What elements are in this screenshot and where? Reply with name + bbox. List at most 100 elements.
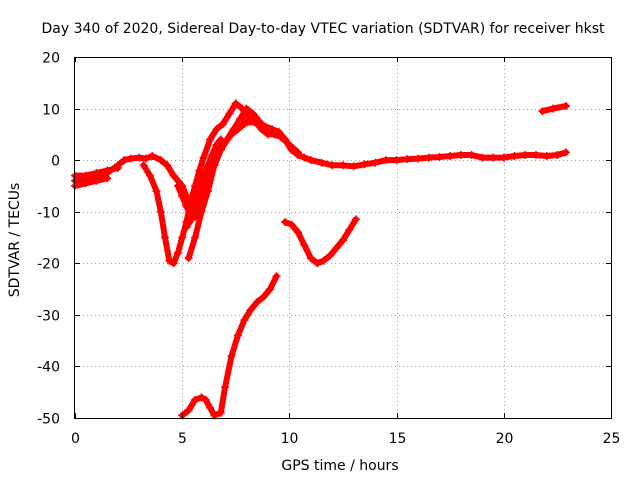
data-point [351, 215, 360, 224]
data-point [553, 151, 562, 159]
data-point [216, 408, 225, 417]
data-point [306, 156, 315, 165]
data-point [549, 104, 558, 113]
data-point [424, 153, 433, 162]
data-point [184, 254, 193, 263]
data-point [414, 154, 422, 163]
data-point [221, 138, 230, 147]
data-point [456, 151, 465, 159]
data-point [195, 197, 204, 206]
data-point [294, 148, 302, 157]
x-tick-label: 20 [496, 431, 514, 447]
data-point [201, 176, 210, 185]
data-point [195, 166, 204, 175]
data-point [274, 127, 283, 136]
series-layer [71, 99, 570, 420]
y-tick-label: -40 [37, 360, 60, 376]
data-point [92, 176, 101, 185]
data-point [403, 155, 412, 164]
data-point [266, 125, 275, 134]
data-point [197, 207, 206, 216]
data-point [435, 153, 444, 161]
data-point [169, 171, 178, 180]
data-point [317, 158, 326, 167]
data-point [240, 316, 249, 324]
data-point [141, 154, 150, 163]
series-arc-4 [139, 99, 302, 268]
data-point [532, 151, 540, 159]
data-point [214, 145, 223, 154]
data-point [360, 160, 369, 169]
data-point [182, 202, 191, 211]
data-point [184, 406, 193, 415]
y-tick-label: -30 [37, 309, 60, 325]
data-point [294, 228, 302, 237]
data-point [238, 104, 247, 113]
data-point [178, 192, 187, 201]
data-point [165, 256, 174, 265]
data-point [199, 153, 208, 162]
data-point [300, 153, 309, 162]
data-point [173, 181, 182, 190]
grid [75, 57, 611, 418]
data-point [287, 220, 296, 229]
data-point [156, 207, 165, 216]
data-point [135, 153, 144, 162]
data-point [182, 223, 191, 232]
data-point [221, 383, 230, 392]
data-point [246, 305, 255, 314]
data-point [328, 161, 337, 170]
chart-title: Day 340 of 2020, Sidereal Day-to-day VTE… [42, 21, 605, 37]
data-point [126, 154, 135, 163]
data-point [206, 135, 215, 144]
data-point [319, 256, 328, 265]
data-point [562, 102, 570, 110]
data-point [281, 218, 290, 226]
data-point [489, 153, 498, 162]
series-line [282, 216, 359, 267]
data-point [259, 292, 268, 301]
data-point [212, 125, 221, 134]
data-point [161, 233, 169, 242]
data-point [499, 153, 508, 162]
data-point [206, 403, 215, 412]
y-tick-label: -50 [37, 412, 60, 428]
data-point [148, 152, 157, 160]
data-point [240, 120, 249, 128]
series-arc-2 [71, 163, 122, 180]
data-point [392, 156, 401, 165]
data-point [339, 236, 347, 245]
data-point [201, 395, 210, 404]
data-point [191, 395, 200, 404]
data-point [542, 152, 551, 160]
data-point [349, 162, 358, 171]
data-point [120, 156, 129, 165]
y-tick-label: -10 [37, 206, 60, 222]
y-tick-label: 10 [42, 103, 60, 119]
series-arc-3 [71, 174, 112, 190]
plot-frame [74, 57, 612, 419]
y-tick-label: 0 [51, 154, 60, 170]
data-point [306, 254, 315, 263]
data-point [266, 285, 275, 294]
data-point [538, 107, 547, 116]
data-point [478, 153, 487, 162]
tick-layer: 0 5 10 15 20 25 20 10 0 -10 -20 -30 -40 -50 [37, 51, 620, 448]
y-tick-label: 20 [42, 51, 60, 67]
data-point [381, 156, 390, 165]
data-point [300, 241, 309, 250]
data-point [339, 161, 347, 170]
data-point [446, 152, 455, 160]
series-line [72, 175, 111, 189]
data-point [81, 179, 90, 188]
data-point [326, 251, 335, 260]
x-tick-label: 0 [71, 431, 80, 447]
data-point [191, 233, 200, 242]
data-point [233, 331, 242, 340]
data-point [218, 120, 227, 128]
data-point [272, 272, 281, 281]
data-point [281, 135, 290, 144]
y-axis-label: SDTVAR / TECUs [7, 183, 23, 298]
data-point [197, 393, 206, 402]
data-point [521, 151, 530, 159]
